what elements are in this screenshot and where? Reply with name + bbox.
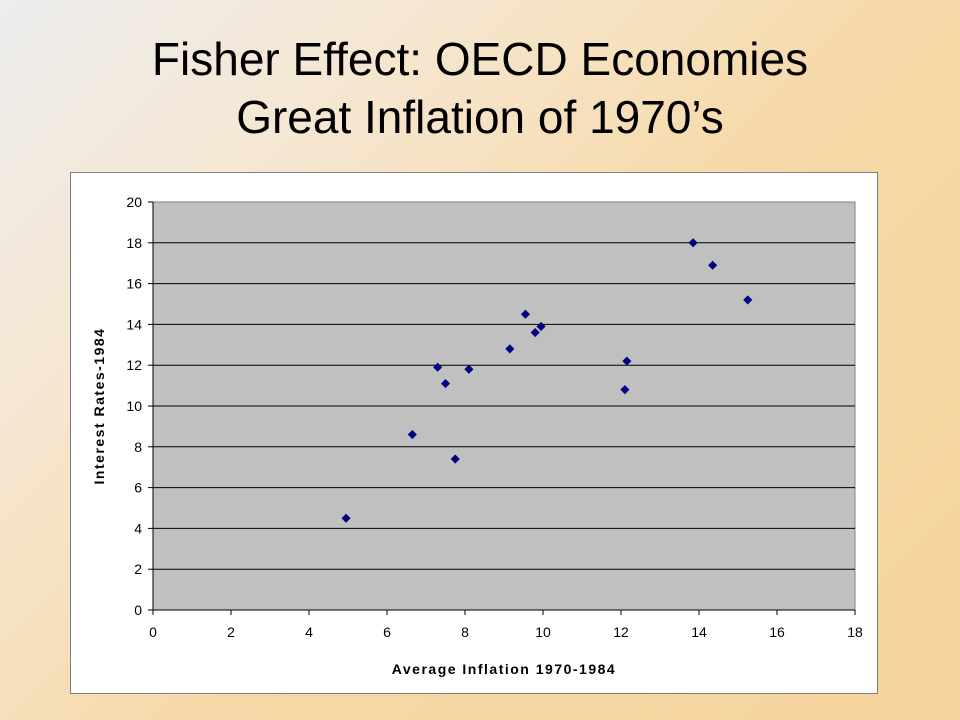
slide-title-line1: Fisher Effect: OECD Economies <box>151 33 809 85</box>
x-tick-label-10: 10 <box>535 624 551 640</box>
y-tick-label-18: 18 <box>126 235 142 251</box>
data-point-0-9 <box>536 321 546 332</box>
y-tick-label-2: 2 <box>134 561 142 577</box>
x-axis: 0 2 4 6 8 10 12 14 16 18 <box>149 609 863 640</box>
x-axis-label: Average Inflation 1970-1984 <box>392 661 616 677</box>
slide-title-line2: Great Inflation of 1970’s <box>236 91 724 143</box>
scatter-chart: 0 2 4 6 8 10 12 14 16 18 20 0 2 4 6 8 10 12 14 16 18 Averag… <box>91 194 863 677</box>
data-point-0-2 <box>433 362 443 372</box>
x-tick-label-12: 12 <box>613 624 629 640</box>
y-tick-label-10: 10 <box>126 398 142 414</box>
y-axis: 0 2 4 6 8 10 12 14 16 18 20 <box>126 194 154 618</box>
y-tick-label-0: 0 <box>134 602 142 618</box>
y-axis-label: Interest Rates-1984 <box>91 328 107 485</box>
gridlines <box>153 242 855 570</box>
data-point-0-11 <box>622 356 632 366</box>
y-tick-label-14: 14 <box>126 316 142 332</box>
x-tick-label-2: 2 <box>227 624 235 640</box>
y-tick-label-4: 4 <box>134 520 142 536</box>
y-tick-label-6: 6 <box>134 480 142 496</box>
x-tick-label-14: 14 <box>691 624 707 640</box>
data-point-0-1 <box>407 429 417 440</box>
x-tick-label-16: 16 <box>769 624 785 640</box>
x-tick-label-0: 0 <box>149 624 157 640</box>
data-point-0-4 <box>450 454 460 464</box>
data-point-0-0 <box>341 513 351 523</box>
data-point-0-13 <box>708 260 718 270</box>
y-tick-label-12: 12 <box>126 357 142 373</box>
data-point-0-6 <box>505 344 515 354</box>
data-point-0-8 <box>530 327 540 338</box>
slide-title: Fisher Effect: OECD Economies Great Infl… <box>0 30 960 146</box>
data-point-0-12 <box>688 238 698 248</box>
x-tick-label-4: 4 <box>305 624 313 640</box>
data-points <box>341 238 753 523</box>
x-tick-label-8: 8 <box>461 624 469 640</box>
data-point-0-3 <box>440 378 451 389</box>
x-tick-label-18: 18 <box>847 624 863 640</box>
data-point-0-7 <box>520 309 531 319</box>
y-tick-label-20: 20 <box>126 194 142 210</box>
data-point-0-5 <box>464 364 474 374</box>
data-point-0-14 <box>743 295 753 305</box>
x-tick-label-6: 6 <box>383 624 391 640</box>
data-point-0-10 <box>620 385 630 395</box>
chart-frame: 0 2 4 6 8 10 12 14 16 18 20 0 2 4 6 8 10 12 14 16 18 Averag… <box>70 172 878 694</box>
y-tick-label-8: 8 <box>134 439 142 455</box>
y-tick-label-16: 16 <box>126 276 142 292</box>
